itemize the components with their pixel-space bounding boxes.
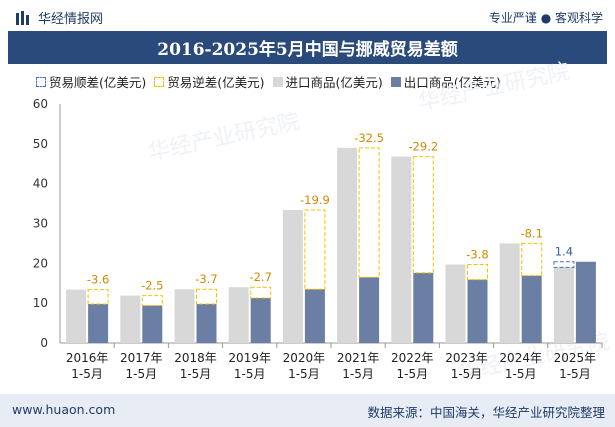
y-tick-label: 50 xyxy=(33,137,48,151)
x-tick-label: 2018年 xyxy=(174,351,217,365)
top-bar: 华经情报网 专业严谨 ● 客观科学 xyxy=(0,0,615,32)
balance-data-label: -19.9 xyxy=(300,193,330,207)
bar-import xyxy=(553,267,574,343)
y-tick-label: 20 xyxy=(33,256,48,270)
balance-data-label: -3.8 xyxy=(466,248,488,262)
bar-import xyxy=(228,287,249,343)
bar-import xyxy=(120,295,141,343)
x-tick-label: 1-5月 xyxy=(342,367,374,381)
bar-export xyxy=(521,275,542,343)
x-tick-label: 2016年 xyxy=(66,351,109,365)
balance-data-label: 1.4 xyxy=(555,245,573,259)
y-tick-label: 30 xyxy=(33,217,48,231)
legend-label-surplus: 贸易顺差(亿美元) xyxy=(49,75,147,90)
watermark-text: 华经产业研究院 xyxy=(146,109,302,165)
bar-export xyxy=(359,277,380,343)
legend-swatch-surplus xyxy=(36,76,46,87)
tagline: 专业严谨 ● 客观科学 xyxy=(488,11,603,25)
x-tick-label: 1-5月 xyxy=(505,367,537,381)
x-tick-label: 1-5月 xyxy=(559,367,591,381)
balance-data-label: -3.7 xyxy=(195,272,217,286)
legend-item-deficit: 贸易逆差(亿美元) xyxy=(154,72,265,91)
bar-export xyxy=(196,303,217,343)
legend-swatch-export xyxy=(390,76,401,87)
bar-export xyxy=(467,279,488,343)
y-tick-label: 40 xyxy=(33,177,48,191)
balance-box-deficit xyxy=(358,147,380,278)
bar-import xyxy=(282,209,303,343)
legend-swatch-import xyxy=(272,76,283,87)
y-tick-label: 60 xyxy=(33,97,48,111)
bar-import xyxy=(445,264,466,343)
bar-export xyxy=(250,297,271,343)
bar-export xyxy=(142,305,163,343)
x-tick-label: 2021年 xyxy=(337,351,380,365)
footer-source: 数据来源：中国海关，华经产业研究院整理 xyxy=(367,405,605,420)
balance-data-label: -3.6 xyxy=(87,273,109,287)
balance-box-surplus xyxy=(553,261,575,268)
balance-data-label: -2.7 xyxy=(249,270,271,284)
balance-box-deficit xyxy=(196,288,217,305)
y-tick-label: 0 xyxy=(40,336,48,350)
balance-data-label: -2.5 xyxy=(141,279,163,293)
x-tick-label: 2020年 xyxy=(283,351,326,365)
bar-import xyxy=(391,156,412,343)
balance-box-deficit xyxy=(141,295,163,307)
legend-label-deficit: 贸易逆差(亿美元) xyxy=(167,75,265,90)
brand: 华经情报网 xyxy=(16,8,103,27)
bar-export xyxy=(413,272,434,343)
x-tick-label: 2022年 xyxy=(391,351,434,365)
legend-item-import: 进口商品(亿美元) xyxy=(272,72,383,91)
legend-label-export: 出口商品(亿美元) xyxy=(403,75,502,90)
balance-data-label: -32.5 xyxy=(354,131,384,145)
footer-bar: www.huaon.com 数据来源：中国海关，华经产业研究院整理 xyxy=(0,394,615,427)
bar-export xyxy=(304,289,325,343)
balance-box-deficit xyxy=(250,286,272,299)
brand-logo-icon xyxy=(16,10,29,25)
legend-swatch-deficit xyxy=(154,76,165,87)
brand-name: 华经情报网 xyxy=(38,12,104,27)
footer-url: www.huaon.com xyxy=(12,402,116,417)
x-tick-label: 1-5月 xyxy=(234,367,266,381)
x-tick-label: 1-5月 xyxy=(125,367,157,381)
x-tick-label: 2024年 xyxy=(499,351,542,365)
x-tick-label: 2017年 xyxy=(120,351,163,365)
balance-data-label: -29.2 xyxy=(408,140,438,154)
balance-box-deficit xyxy=(521,242,543,277)
x-tick-label: 1-5月 xyxy=(180,367,212,381)
balance-box-deficit xyxy=(467,264,488,281)
legend-item-export: 出口商品(亿美元) xyxy=(390,72,502,91)
bar-export xyxy=(88,303,109,343)
balance-box-deficit xyxy=(304,209,326,290)
chart-title: 2016-2025年5月中国与挪威贸易差额 xyxy=(8,31,607,64)
legend-item-surplus: 贸易顺差(亿美元) xyxy=(36,72,146,91)
x-tick-label: 1-5月 xyxy=(288,367,320,381)
x-tick-label: 2025年 xyxy=(554,351,597,365)
legend-label-import: 进口商品(亿美元) xyxy=(285,75,383,90)
watermark-text: 华经产业研究院 xyxy=(416,59,572,115)
balance-box-deficit xyxy=(87,289,109,305)
balance-box-deficit xyxy=(412,156,434,274)
bar-import xyxy=(174,289,195,343)
bar-import xyxy=(66,289,87,343)
bar-import xyxy=(337,147,358,343)
x-tick-label: 1-5月 xyxy=(71,367,103,381)
bar-export xyxy=(575,261,596,343)
y-tick-label: 10 xyxy=(33,296,48,310)
x-tick-label: 1-5月 xyxy=(451,367,483,381)
x-tick-label: 2023年 xyxy=(445,351,488,365)
x-tick-label: 2019年 xyxy=(228,351,271,365)
bar-import xyxy=(499,243,520,343)
chart-legend: 贸易顺差(亿美元) 贸易逆差(亿美元) 进口商品(亿美元) 出口商品(亿美元) xyxy=(36,72,509,91)
x-tick-label: 1-5月 xyxy=(396,367,428,381)
balance-data-label: -8.1 xyxy=(520,226,542,240)
